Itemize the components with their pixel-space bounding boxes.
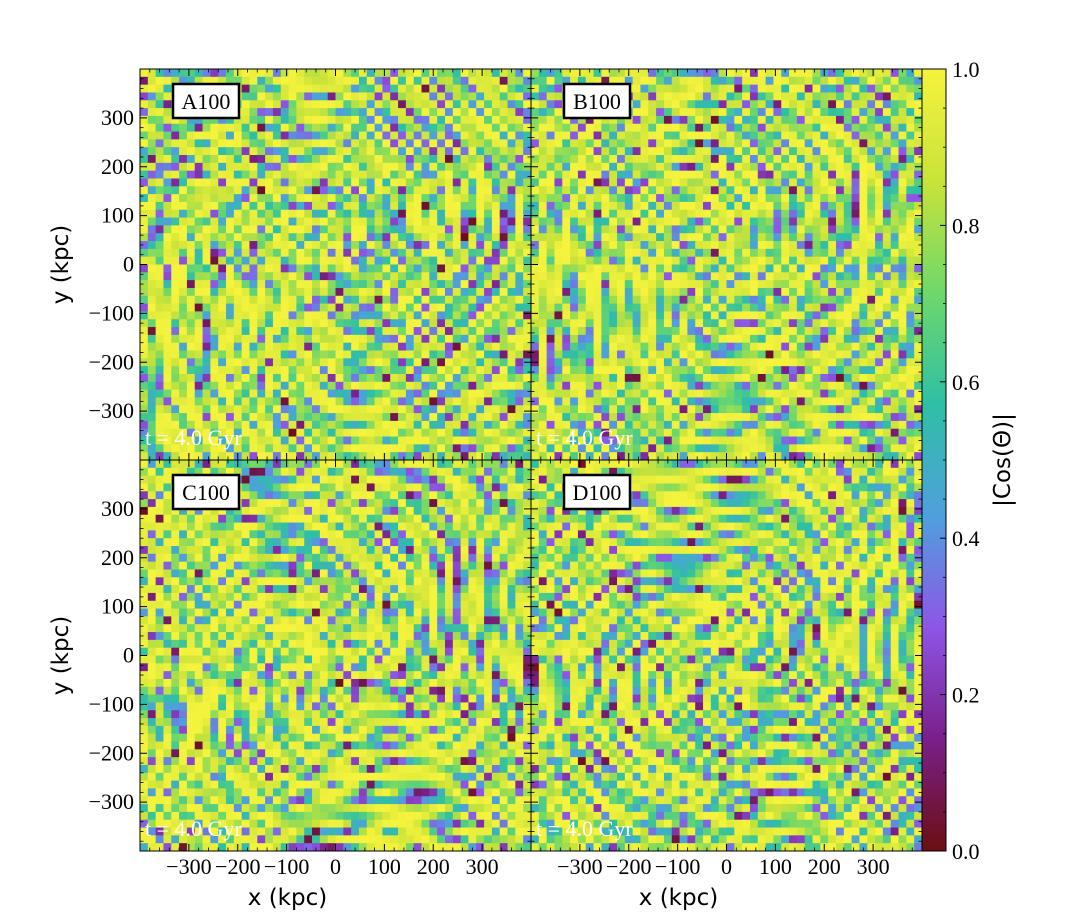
heatmap-A100 [140,69,531,460]
panel-label: A100 [182,89,231,114]
colorbar-tick-label: 1.0 [952,57,980,82]
heatmap-C100 [140,460,531,851]
x-tick-label: 0 [330,854,341,879]
x-tick-label: 200 [417,854,450,879]
y-axis-label: y (kpc) [48,616,74,695]
x-tick-label: 100 [759,854,792,879]
colorbar-tick-label: 0.0 [952,839,980,864]
heatmap-D100 [531,460,922,851]
x-tick-label: 0 [721,854,732,879]
panel-label: D100 [573,480,622,505]
y-tick-label: −200 [89,349,134,374]
x-tick-label: −100 [264,854,309,879]
y-tick-label: 200 [101,154,134,179]
y-tick-label: −100 [89,300,134,325]
colorbar-tick-label: 0.6 [952,370,980,395]
panel-label-box [562,473,632,511]
y-tick-label: −200 [89,740,134,765]
panel-A100: 300 200 100 0 −100 −200 −300 y (kpc) A100 t = 4.0… [48,68,532,461]
panel-D100: −300 −200 −100 0 100 200 300 x (kpc) D100 t = 4.0… [530,459,923,911]
x-tick-label: −300 [166,854,211,879]
y-tick-label: 200 [101,545,134,570]
x-tick-label: −200 [215,854,260,879]
panel-label: B100 [573,89,621,114]
panel-label-box [171,82,241,120]
heatmap-B100 [531,69,922,460]
colorbar-label: |Cos(Θ)| [990,413,1016,507]
time-annotation: t = 4.0 Gyr [536,816,633,841]
x-tick-label: −300 [557,854,602,879]
y-tick-label: −100 [89,691,134,716]
panel-label-box [562,82,632,120]
panel-label: C100 [182,480,230,505]
x-tick-label: −100 [655,854,700,879]
y-tick-label: 0 [123,252,134,277]
y-tick-label: 300 [101,496,134,521]
x-tick-label: 300 [857,854,890,879]
y-tick-label: 300 [101,105,134,130]
colorbar-tick-label: 0.8 [952,213,980,238]
colorbar: 0.0 0.2 0.4 0.6 0.8 1.0 |Cos(Θ)| [921,57,1016,864]
y-tick-label: 100 [101,203,134,228]
y-tick-label: 0 [123,643,134,668]
time-annotation: t = 4.0 Gyr [145,425,242,450]
x-tick-label: 200 [808,854,841,879]
time-annotation: t = 4.0 Gyr [145,816,242,841]
y-tick-label: 100 [101,594,134,619]
time-annotation: t = 4.0 Gyr [536,425,633,450]
x-axis-label: x (kpc) [248,885,327,911]
x-tick-label: 300 [466,854,499,879]
colorbar-tick-label: 0.2 [952,683,980,708]
x-tick-label: −200 [606,854,651,879]
panel-B100: B100 t = 4.0 Gyr [530,68,923,461]
y-axis-label: y (kpc) [48,225,74,304]
x-axis-label: x (kpc) [639,885,718,911]
colorbar-gradient [921,68,947,852]
x-tick-label: 100 [368,854,401,879]
y-tick-label: −300 [89,398,134,423]
y-tick-label: −300 [89,789,134,814]
panel-label-box [171,473,241,511]
colorbar-tick-label: 0.4 [952,526,980,551]
